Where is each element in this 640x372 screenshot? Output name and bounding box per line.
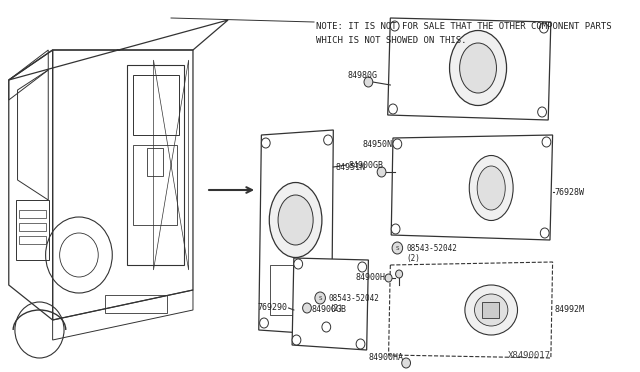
Bar bbox=[147, 148, 163, 176]
Text: 84951N: 84951N bbox=[335, 163, 365, 172]
Bar bbox=[19, 223, 45, 231]
Circle shape bbox=[542, 137, 551, 147]
Polygon shape bbox=[292, 258, 369, 350]
Text: 84900GB: 84900GB bbox=[348, 160, 383, 170]
Text: 84900H: 84900H bbox=[356, 273, 386, 282]
Bar bbox=[481, 302, 499, 318]
Bar bbox=[19, 210, 45, 218]
Circle shape bbox=[364, 77, 372, 87]
Ellipse shape bbox=[278, 195, 313, 245]
Text: X8490017: X8490017 bbox=[508, 351, 551, 360]
Circle shape bbox=[390, 21, 399, 31]
Text: 76928W: 76928W bbox=[554, 187, 584, 196]
Bar bbox=[19, 236, 45, 244]
Ellipse shape bbox=[269, 183, 322, 257]
Bar bbox=[105, 295, 166, 313]
Circle shape bbox=[385, 274, 392, 282]
Polygon shape bbox=[388, 262, 552, 358]
Circle shape bbox=[315, 292, 325, 304]
Ellipse shape bbox=[469, 155, 513, 221]
Text: 84900GB: 84900GB bbox=[312, 305, 346, 314]
Text: WHICH IS NOT SHOWED ON THIS.: WHICH IS NOT SHOWED ON THIS. bbox=[316, 36, 467, 45]
Circle shape bbox=[292, 335, 301, 345]
Circle shape bbox=[377, 167, 386, 177]
Bar bbox=[133, 145, 177, 225]
Circle shape bbox=[540, 228, 549, 238]
Text: (2): (2) bbox=[329, 304, 343, 313]
Circle shape bbox=[392, 242, 403, 254]
Circle shape bbox=[261, 138, 270, 148]
Circle shape bbox=[324, 135, 332, 145]
Text: 769290: 769290 bbox=[258, 304, 288, 312]
Bar bbox=[133, 75, 179, 135]
Bar bbox=[270, 265, 324, 315]
Polygon shape bbox=[391, 135, 552, 240]
Text: 84950N: 84950N bbox=[363, 140, 393, 148]
Polygon shape bbox=[259, 130, 333, 335]
Circle shape bbox=[322, 322, 331, 332]
Ellipse shape bbox=[460, 43, 497, 93]
Circle shape bbox=[540, 23, 548, 33]
Text: NOTE: IT IS NOT FOR SALE THAT THE OTHER COMPONENT PARTS: NOTE: IT IS NOT FOR SALE THAT THE OTHER … bbox=[316, 22, 611, 31]
Ellipse shape bbox=[474, 294, 508, 326]
Circle shape bbox=[396, 270, 403, 278]
Circle shape bbox=[358, 262, 367, 272]
Ellipse shape bbox=[449, 31, 506, 106]
Circle shape bbox=[388, 104, 397, 114]
Text: S: S bbox=[319, 295, 322, 301]
Circle shape bbox=[356, 339, 365, 349]
Text: 84992M: 84992M bbox=[554, 305, 584, 314]
Circle shape bbox=[538, 107, 547, 117]
Polygon shape bbox=[388, 18, 551, 120]
Text: 08543-52042: 08543-52042 bbox=[329, 294, 380, 303]
Text: S: S bbox=[396, 246, 399, 250]
Text: 84980G: 84980G bbox=[347, 71, 377, 80]
Text: 08543-52042: 08543-52042 bbox=[406, 244, 457, 253]
Ellipse shape bbox=[465, 285, 518, 335]
Circle shape bbox=[294, 259, 303, 269]
Circle shape bbox=[393, 139, 402, 149]
Circle shape bbox=[303, 303, 312, 313]
Text: 84900HA: 84900HA bbox=[369, 353, 403, 362]
Circle shape bbox=[402, 358, 410, 368]
Circle shape bbox=[260, 318, 268, 328]
Ellipse shape bbox=[477, 166, 505, 210]
Circle shape bbox=[391, 224, 400, 234]
Text: (2): (2) bbox=[406, 254, 420, 263]
Bar bbox=[16, 200, 49, 260]
